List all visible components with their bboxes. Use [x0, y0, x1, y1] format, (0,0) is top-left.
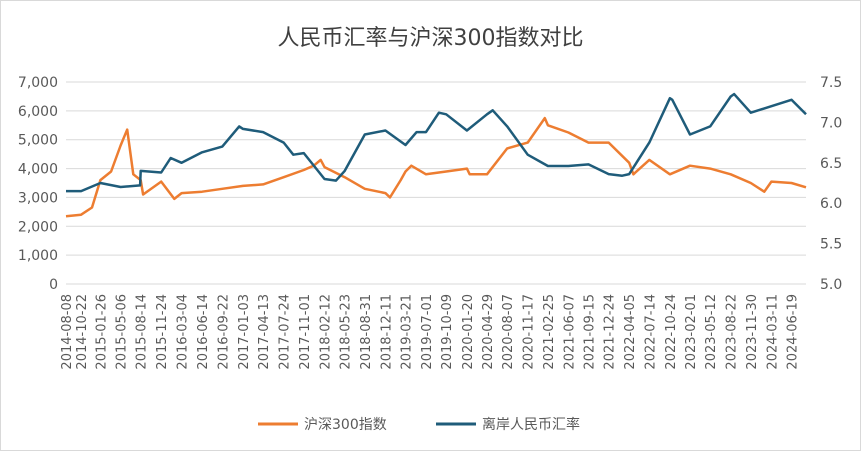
x-tick-label: 2023-02-01	[684, 294, 699, 370]
x-tick-label: 2021-09-15	[583, 294, 598, 370]
x-tick-label: 2017-04-13	[257, 294, 272, 370]
x-tick-label: 2021-06-07	[562, 294, 577, 370]
x-tick-label: 2023-11-30	[745, 294, 760, 370]
left-y-tick-label: 7,000	[18, 75, 58, 91]
x-tick-label: 2020-11-17	[522, 294, 537, 370]
x-tick-label: 2021-12-24	[603, 294, 618, 370]
right-y-tick-label: 7.5	[820, 75, 842, 91]
x-tick-label: 2020-04-29	[481, 294, 496, 370]
x-tick-label: 2018-05-23	[339, 294, 354, 370]
left-y-axis: 0 1,000 2,000 3,000 4,000 5,000 6,000 7,000	[18, 75, 58, 293]
x-tick-label: 2022-07-14	[643, 294, 658, 370]
x-tick-label: 2014-10-22	[75, 294, 90, 370]
legend: 沪深300指数 离岸人民币汇率	[258, 416, 580, 433]
right-y-tick-label: 5.0	[820, 277, 842, 293]
series-line-2	[66, 92, 807, 193]
left-y-tick-label: 3,000	[18, 190, 58, 206]
x-tick-label: 2017-01-03	[237, 294, 252, 370]
right-y-axis: 5.0 5.5 6.0 6.5 7.0 7.5	[820, 75, 842, 293]
right-y-tick-label: 6.0	[820, 196, 842, 212]
x-tick-label: 2015-01-26	[94, 294, 109, 370]
x-tick-label: 2023-05-12	[704, 294, 719, 370]
x-tick-label: 2017-11-01	[298, 294, 313, 370]
x-tick-label: 2024-03-11	[765, 294, 780, 370]
x-tick-label: 2017-07-24	[278, 294, 293, 370]
x-tick-label: 2020-01-20	[461, 294, 476, 370]
x-tick-label: 2016-09-22	[216, 294, 231, 370]
x-tick-label: 2019-03-21	[399, 294, 414, 370]
right-y-tick-label: 7.0	[820, 115, 842, 131]
left-y-tick-label: 6,000	[18, 104, 58, 120]
x-tick-label: 2019-07-01	[420, 294, 435, 370]
x-tick-label: 2022-04-05	[623, 294, 638, 370]
right-y-tick-label: 6.5	[820, 156, 842, 172]
x-tick-label: 2021-02-25	[542, 294, 557, 370]
right-y-tick-label: 5.5	[820, 237, 842, 253]
left-y-tick-label: 1,000	[18, 248, 58, 264]
x-axis: 2014-08-08 2014-10-22 2015-01-26 2015-05-06…	[60, 294, 801, 370]
x-tick-label: 2015-08-14	[135, 294, 150, 370]
x-tick-label: 2015-11-24	[155, 294, 170, 370]
x-tick-label: 2018-02-12	[319, 294, 334, 370]
x-tick-label: 2019-10-09	[440, 294, 455, 370]
series-layer	[65, 92, 807, 218]
x-tick-label: 2018-08-31	[359, 294, 374, 370]
x-tick-label: 2016-03-04	[176, 294, 191, 370]
gridlines	[66, 81, 806, 285]
x-tick-label: 2023-08-22	[725, 294, 740, 370]
x-tick-label: 2015-05-06	[115, 294, 130, 370]
x-tick-label: 2020-08-07	[501, 294, 516, 370]
x-tick-label: 2014-08-08	[60, 294, 75, 370]
left-y-tick-label: 0	[49, 277, 58, 293]
x-tick-label: 2024-06-19	[786, 294, 801, 370]
x-tick-label: 2022-10-24	[664, 294, 679, 370]
legend-label-2: 离岸人民币汇率	[482, 416, 580, 433]
left-y-tick-label: 2,000	[18, 219, 58, 235]
left-y-tick-label: 4,000	[18, 162, 58, 178]
legend-label-1: 沪深300指数	[304, 417, 387, 433]
left-y-tick-label: 5,000	[18, 133, 58, 149]
chart-title: 人民币汇率与沪深300指数对比	[277, 26, 584, 51]
x-tick-label: 2018-12-11	[379, 294, 394, 370]
x-tick-label: 2016-06-14	[196, 294, 211, 370]
series-line-1	[65, 116, 807, 218]
